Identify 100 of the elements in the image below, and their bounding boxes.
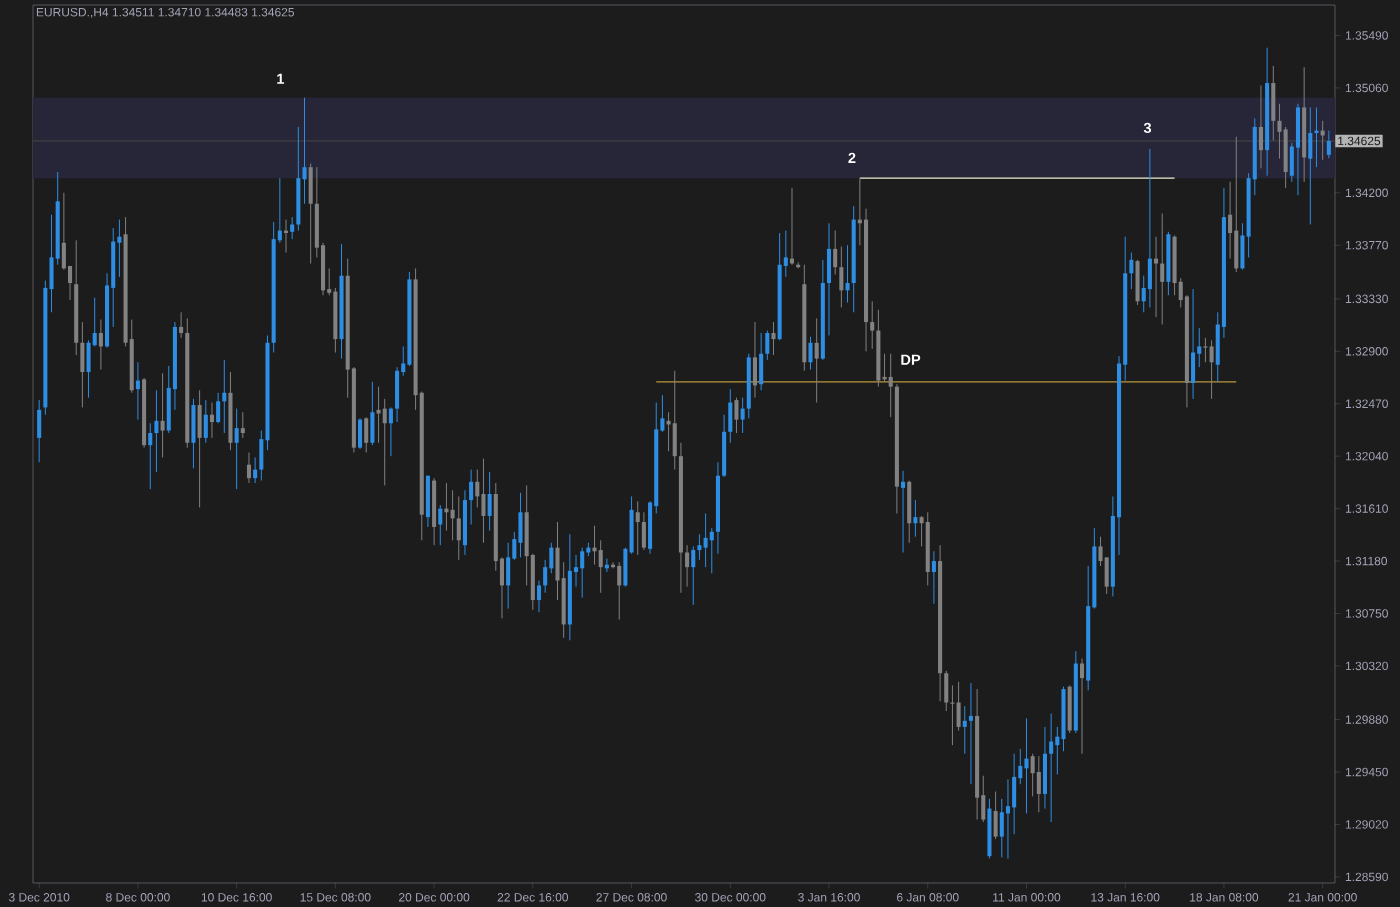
candlestick <box>456 495 461 561</box>
candlestick <box>327 267 332 296</box>
candlestick <box>635 500 640 556</box>
candlestick <box>734 397 739 434</box>
candlestick <box>438 504 443 546</box>
candlestick <box>1160 213 1165 325</box>
candlestick <box>833 230 838 275</box>
candlestick <box>216 392 221 424</box>
x-tick-label: 18 Jan 08:00 <box>1190 893 1259 902</box>
y-tick-label: 1.29020 <box>1345 820 1388 829</box>
y-tick-label: 1.35490 <box>1345 31 1388 40</box>
y-tick-label: 1.32470 <box>1345 399 1388 408</box>
x-tick-label: 21 Jan 00:00 <box>1288 893 1357 902</box>
candlestick <box>1030 753 1035 797</box>
candlestick <box>839 245 844 308</box>
candlestick <box>290 216 295 240</box>
y-tick-label: 1.29880 <box>1345 715 1388 724</box>
candlestick <box>888 353 893 418</box>
y-tick-label: 1.30750 <box>1345 609 1388 618</box>
candlestick <box>697 533 702 561</box>
candlestick <box>160 372 165 458</box>
candlestick <box>117 219 122 278</box>
x-tick-label: 6 Jan 08:00 <box>896 893 959 902</box>
x-tick-label: 8 Dec 00:00 <box>106 893 170 902</box>
candlestick <box>685 544 690 588</box>
y-tick-label: 1.28590 <box>1345 872 1388 882</box>
candlestick <box>1314 106 1319 168</box>
candlestick <box>845 244 850 304</box>
annotation: 2 <box>848 152 856 163</box>
candlestick <box>870 300 875 350</box>
y-tick-label: 1.32040 <box>1345 451 1388 461</box>
candlestick <box>135 361 140 421</box>
candlestick <box>1018 748 1023 785</box>
x-tick-label: 11 Jan 00:00 <box>993 893 1061 902</box>
y-tick-label: 1.29450 <box>1345 767 1388 777</box>
candlestick <box>1178 277 1183 308</box>
candlestick <box>1209 339 1214 400</box>
candlestick <box>703 513 708 568</box>
candlestick <box>789 187 795 266</box>
candlestick <box>1055 726 1060 775</box>
y-tick-label: 1.32900 <box>1345 347 1388 356</box>
annotation: 1 <box>277 73 285 84</box>
y-tick-label: 1.33770 <box>1345 240 1388 250</box>
candlestick <box>962 705 967 755</box>
candlestick <box>536 580 542 613</box>
x-tick-label: 20 Dec 00:00 <box>399 893 470 902</box>
candlestick <box>450 489 455 541</box>
candlestick <box>543 559 548 594</box>
x-tick-label: 15 Dec 08:00 <box>300 893 371 902</box>
candlestick <box>475 469 480 508</box>
candlestick <box>382 398 387 486</box>
candlestick <box>376 386 381 444</box>
candlestick <box>901 470 906 554</box>
x-tick-label: 13 Jan 16:00 <box>1091 893 1160 902</box>
candlestick <box>222 359 227 434</box>
candlestick <box>1098 536 1103 567</box>
y-tick-label: 1.33330 <box>1345 294 1388 304</box>
candlestick <box>598 539 603 594</box>
candlestick <box>709 527 714 574</box>
chart-title: EURUSD.,H4 1.34511 1.34710 1.34483 1.34625 <box>36 7 295 18</box>
candlestick <box>592 525 597 566</box>
candlestick <box>1129 252 1134 290</box>
candlestick <box>234 408 239 490</box>
candlestick <box>1036 755 1041 813</box>
candlestick <box>931 550 936 605</box>
candlestick <box>253 456 258 484</box>
candlestick <box>209 402 214 439</box>
x-tick-label: 10 Dec 16:00 <box>201 893 272 902</box>
candlestick <box>660 394 665 433</box>
candlestick <box>913 499 918 538</box>
candlestick <box>968 682 973 785</box>
y-tick-label: 1.31180 <box>1345 556 1388 566</box>
candlestick <box>1228 181 1233 260</box>
candlestick <box>740 397 745 434</box>
y-tick-label: 1.34200 <box>1345 188 1388 198</box>
candlestick <box>1154 236 1159 318</box>
y-tick-label: 1.30320 <box>1345 661 1388 671</box>
candlestick <box>1258 84 1263 169</box>
candlestick <box>277 177 282 244</box>
candlestick <box>549 542 554 574</box>
candlestick <box>401 345 406 377</box>
candlestick <box>240 411 245 439</box>
candlestick <box>617 561 622 621</box>
candlestick <box>580 547 585 599</box>
candlestick <box>1326 130 1331 159</box>
candlestick <box>68 265 73 301</box>
candlestick <box>1141 275 1146 313</box>
candlestick <box>1203 337 1208 363</box>
candlestick <box>388 406 393 457</box>
candlestick <box>771 321 776 356</box>
annotation: 3 <box>1143 122 1152 134</box>
candlestick <box>246 452 252 484</box>
candlestick <box>1024 717 1029 814</box>
candlestick <box>148 422 153 490</box>
candlestick <box>203 399 208 444</box>
candlestick <box>691 545 696 606</box>
candlestick <box>1197 327 1202 368</box>
candlestick <box>919 515 924 547</box>
candlestick <box>783 230 788 278</box>
candlestick <box>487 471 492 532</box>
